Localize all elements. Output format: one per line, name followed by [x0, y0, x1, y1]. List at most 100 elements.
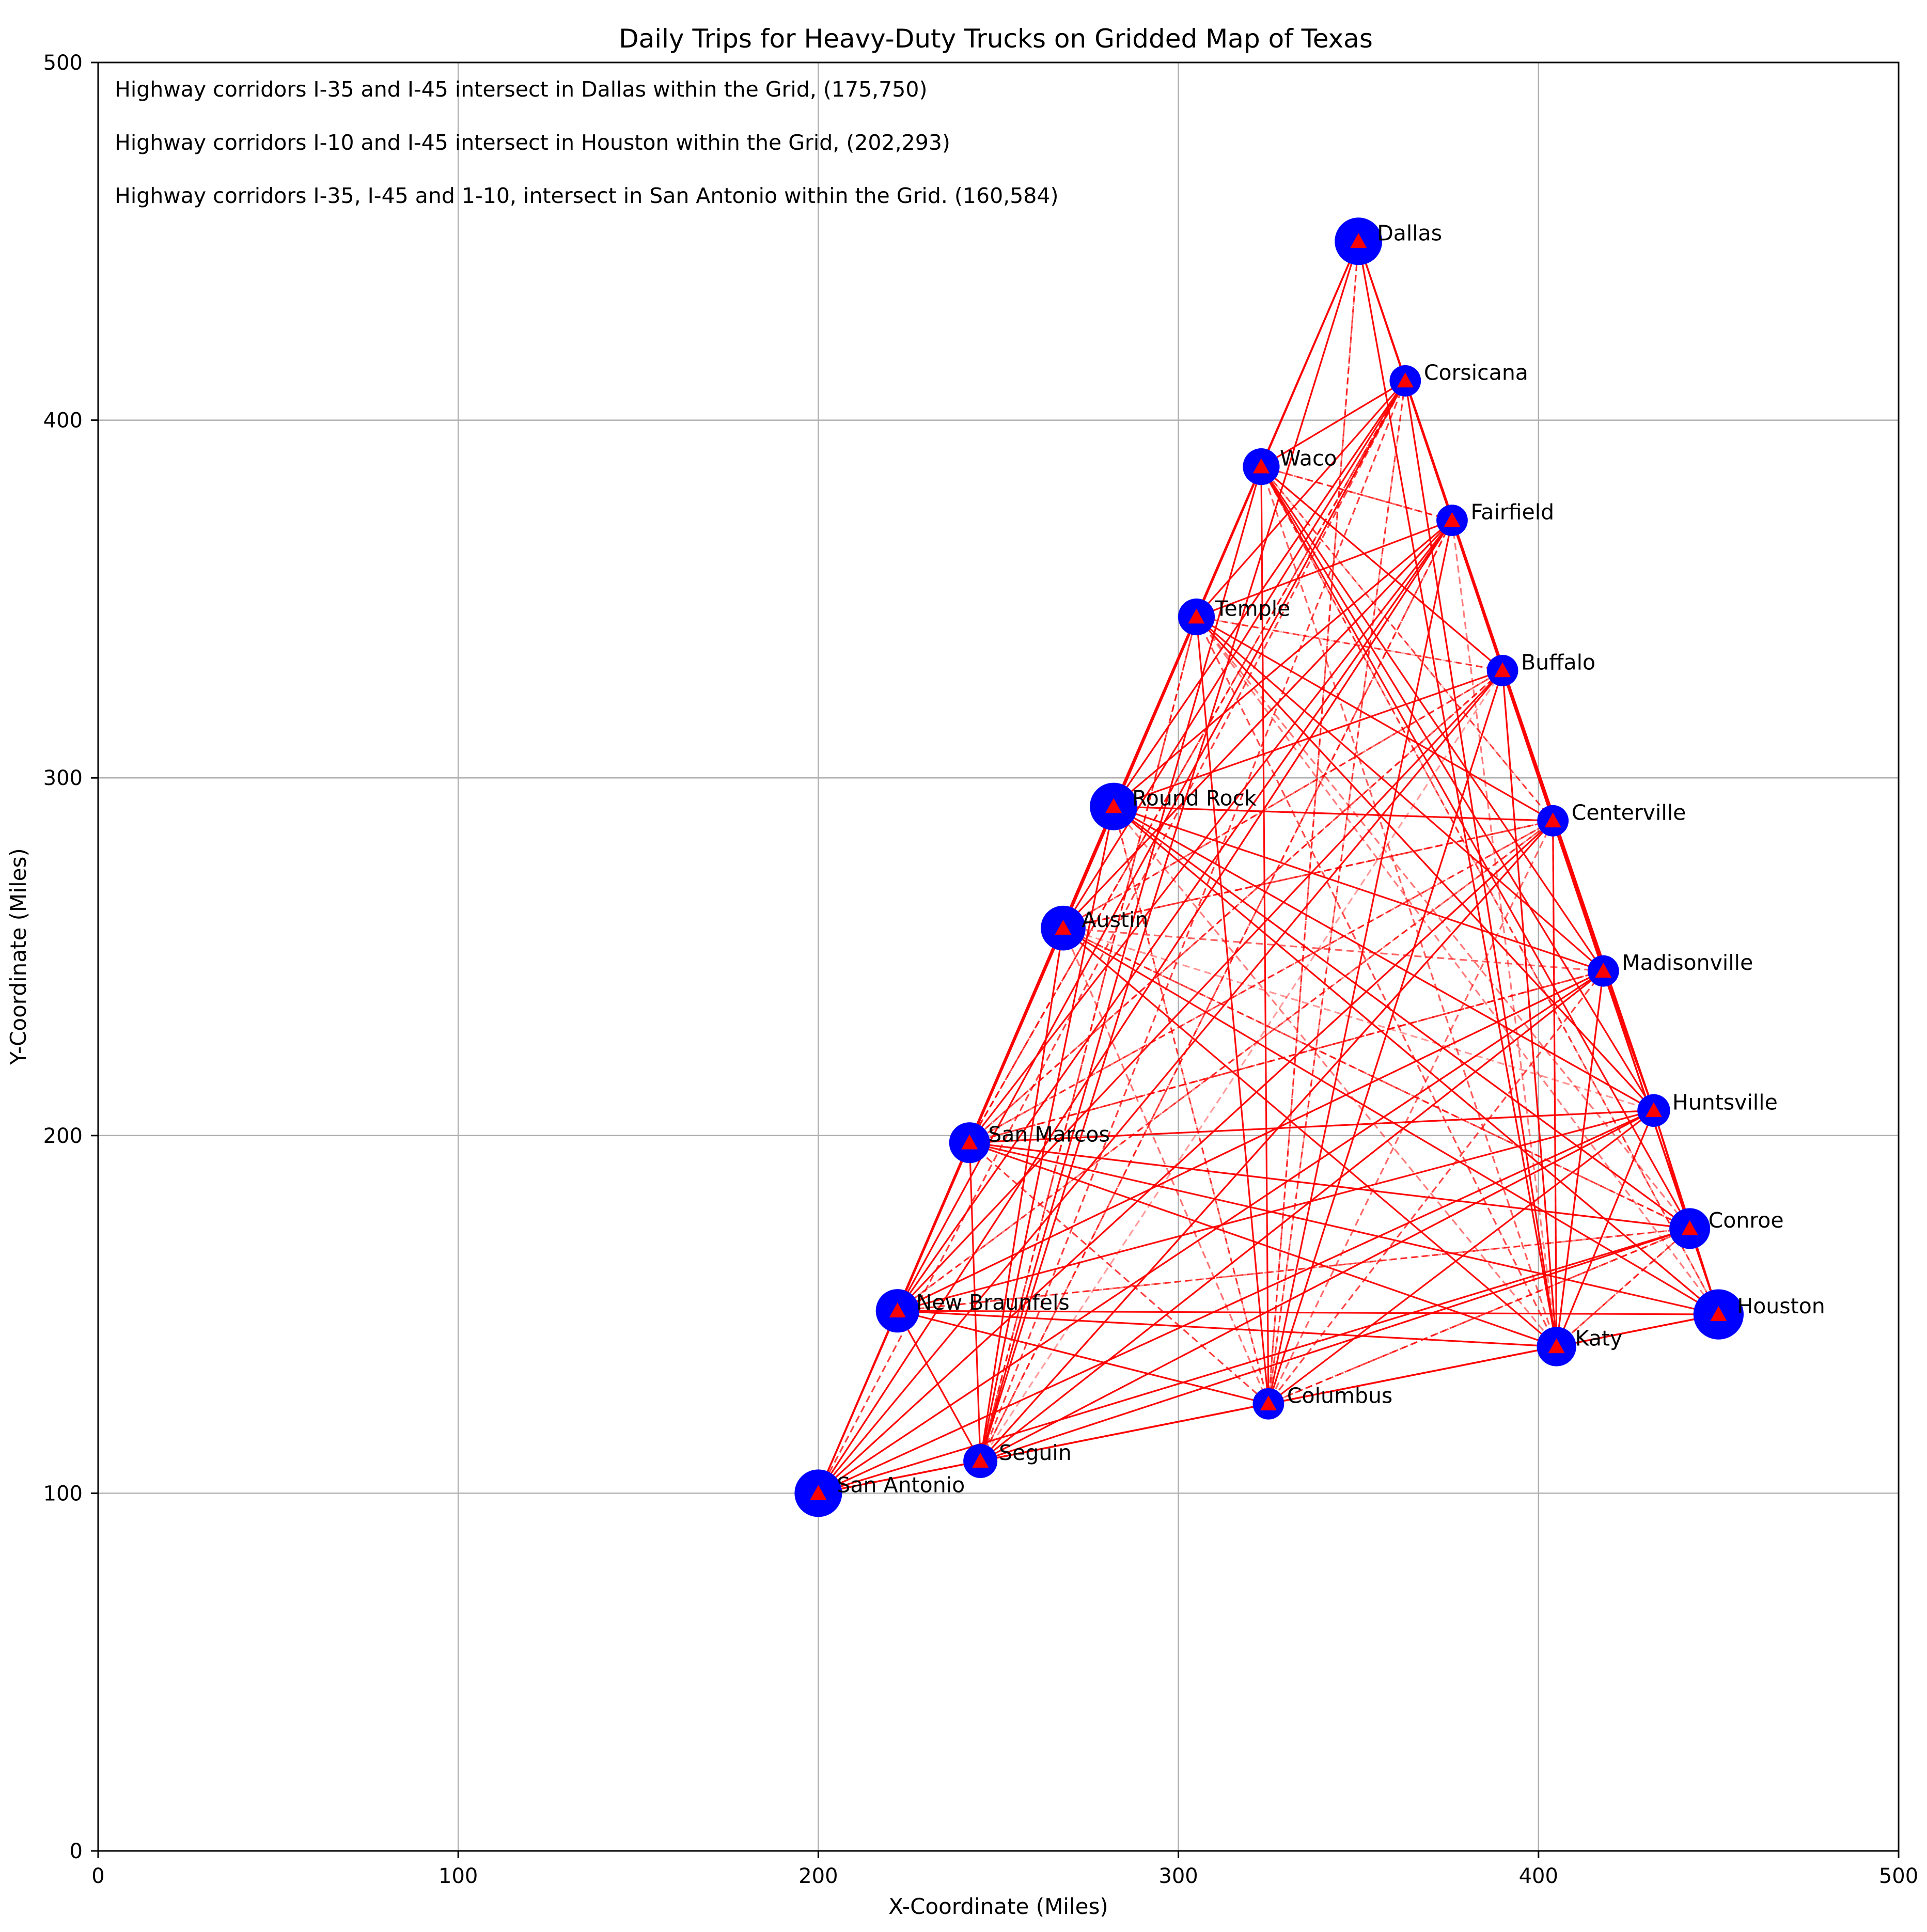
trip-line — [1260, 466, 1655, 1111]
trip-line — [1062, 927, 1719, 1315]
trip-line-return — [1602, 970, 1719, 1315]
trip-line-return — [979, 617, 1197, 1462]
trip-line-return — [897, 1310, 1269, 1405]
trip-arrowhead — [961, 1134, 978, 1150]
trip-line-return — [1261, 466, 1452, 521]
trip-line — [968, 520, 1453, 1143]
y-tick-label: 100 — [43, 1482, 83, 1505]
trip-line-return — [1267, 241, 1359, 1404]
trip-line — [1113, 669, 1503, 808]
trip-line-return — [1196, 616, 1655, 1111]
trip-line-return — [1260, 466, 1554, 822]
x-axis-label: X-Coordinate (Miles) — [888, 1894, 1108, 1919]
trip-line — [897, 1310, 981, 1462]
trip-lines — [817, 241, 1719, 1494]
trip-arrowhead — [810, 1485, 827, 1500]
trip-line — [1260, 466, 1691, 1229]
trip-line-return — [1196, 616, 1503, 671]
trip-line — [1063, 927, 1654, 1111]
city-label: Madisonville — [1622, 950, 1753, 975]
x-tick-label: 100 — [438, 1864, 478, 1888]
city-label: Buffalo — [1521, 650, 1595, 674]
trip-line-return — [818, 1228, 1690, 1494]
trip-arrowhead — [972, 1453, 989, 1468]
x-tick-label: 400 — [1519, 1864, 1558, 1888]
trip-line — [979, 670, 1503, 1462]
city-label: San Marcos — [988, 1122, 1110, 1147]
city-label: Houston — [1737, 1294, 1825, 1318]
plot-frame — [97, 61, 1900, 1852]
trip-line — [1260, 466, 1270, 1404]
trip-line-return — [969, 1142, 1690, 1230]
trip-line-return — [897, 970, 1604, 1312]
x-tick-label: 0 — [91, 1864, 104, 1888]
trip-line-return — [1357, 241, 1558, 1347]
annotation-text: Highway corridors I-35, I-45 and 1-10, i… — [115, 183, 1058, 208]
trip-line-return — [968, 380, 1406, 1143]
trip-line — [968, 1142, 981, 1462]
city-label: San Antonio — [837, 1472, 965, 1497]
trip-arrowhead — [1260, 1395, 1277, 1411]
trip-line-return — [1113, 380, 1406, 807]
trip-arrowhead — [1681, 1220, 1698, 1235]
city-label: Centerville — [1572, 800, 1686, 825]
city-label: Huntsville — [1672, 1090, 1778, 1114]
trip-arrowhead — [1350, 233, 1367, 248]
trip-line-return — [818, 820, 1554, 1494]
trip-line — [969, 1142, 1719, 1315]
y-tick-label: 0 — [70, 1840, 83, 1863]
y-axis-label: Y-Coordinate (Miles) — [6, 848, 31, 1065]
city-label: Austin — [1082, 907, 1148, 932]
trip-arrowhead — [1544, 812, 1561, 828]
city-label: Fairfield — [1470, 500, 1554, 525]
trip-line — [1195, 617, 1270, 1404]
city-label: Columbus — [1287, 1383, 1392, 1408]
trip-line-return — [818, 1109, 1654, 1494]
trip-line — [1196, 616, 1554, 822]
trip-line — [1267, 970, 1604, 1405]
trip-line — [1501, 670, 1558, 1347]
y-tick-label: 300 — [43, 766, 83, 790]
trip-line-return — [979, 241, 1359, 1462]
trip-line-return — [1267, 670, 1503, 1404]
trip-line-return — [818, 1460, 981, 1494]
trip-arrowhead — [1252, 458, 1270, 474]
trip-arrowhead — [1055, 920, 1072, 935]
city-label: Waco — [1280, 446, 1337, 471]
trip-line-return — [1260, 466, 1503, 671]
trip-arrowhead — [1494, 662, 1511, 678]
trip-line — [1113, 806, 1557, 1347]
trip-line-return — [969, 1109, 1654, 1144]
grid-lines — [97, 61, 1900, 1852]
city-label: New Braunfels — [916, 1290, 1070, 1315]
trip-arrowhead — [1645, 1102, 1662, 1118]
trip-line-return — [1268, 1345, 1557, 1405]
y-tick-label: 400 — [43, 409, 83, 433]
city-label: Katy — [1575, 1326, 1623, 1350]
trip-line-return — [969, 970, 1604, 1144]
trip-line — [1113, 806, 1604, 972]
trip-line — [818, 670, 1503, 1494]
annotation-text: Highway corridors I-10 and I-45 intersec… — [115, 130, 950, 155]
chart-title: Daily Trips for Heavy-Duty Trucks on Gri… — [619, 24, 1373, 54]
trip-line-return — [1556, 1228, 1690, 1347]
trip-line — [979, 520, 1453, 1462]
trip-line — [1196, 520, 1453, 618]
axis-ticks: 0 100 200 300 400 500 0 100 200 300 400 500 — [43, 51, 1919, 1888]
trip-line-return — [1556, 1110, 1655, 1347]
trip-line-return — [1261, 380, 1406, 467]
trip-line — [1062, 380, 1406, 929]
y-tick-label: 500 — [43, 51, 83, 75]
trip-line — [1260, 466, 1558, 1347]
city-label: Corsicana — [1424, 360, 1528, 385]
trip-line-return — [1556, 971, 1604, 1347]
trip-line-return — [818, 520, 1453, 1494]
trip-arrowhead — [1595, 963, 1612, 978]
trip-line-return — [1062, 670, 1503, 929]
trip-line — [1196, 380, 1406, 618]
annotation-text: Highway corridors I-35 and I-45 intersec… — [115, 77, 927, 102]
trip-line — [818, 1403, 1269, 1494]
trip-line-return — [1114, 806, 1553, 822]
trip-line — [1267, 820, 1554, 1404]
